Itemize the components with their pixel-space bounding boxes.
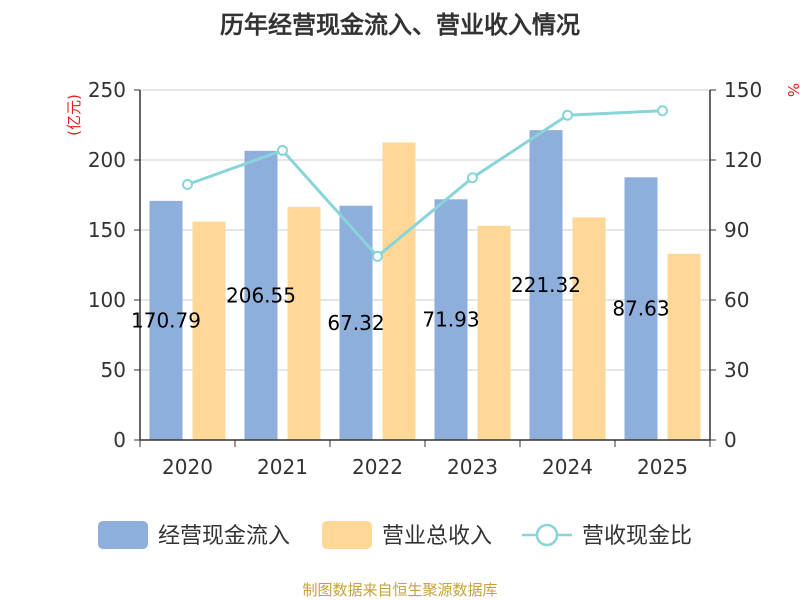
x-tick-label: 2025 [637, 455, 688, 479]
ratio-point [182, 179, 193, 190]
data-label-cash-inflow: 67.32 [327, 311, 384, 335]
left-tick-label: 50 [101, 358, 126, 382]
bar-revenue [192, 221, 226, 440]
data-label-cash-inflow: 87.63 [612, 297, 669, 321]
legend-label-revenue[interactable]: 营业总收入 [382, 524, 492, 549]
ratio-point [467, 172, 478, 184]
right-tick-label: 90 [724, 218, 749, 242]
x-tick-label: 2024 [542, 455, 593, 479]
left-tick-label: 150 [88, 218, 126, 242]
bar-revenue [572, 217, 606, 440]
legend-label-ratio[interactable]: 营收现金比 [582, 524, 692, 549]
grid [140, 89, 710, 371]
bar-revenue [382, 142, 416, 440]
right-tick-label: 150 [724, 78, 762, 102]
data-label-cash-inflow: 221.32 [511, 273, 581, 297]
ratio-line [182, 105, 668, 262]
data-labels: 170.79 206.55 67.32 71.93 221.32 87.63 [131, 273, 670, 335]
bar-revenue [287, 206, 321, 440]
ratio-point [562, 109, 573, 121]
legend-swatch-cash-inflow [98, 521, 148, 549]
right-axis-unit: % [784, 83, 800, 97]
bar-cash-inflow [149, 200, 183, 440]
x-tick-label: 2021 [257, 455, 308, 479]
right-tick-label: 120 [724, 148, 762, 172]
x-tick-label: 2023 [447, 455, 498, 479]
left-tick-label: 250 [88, 78, 126, 102]
left-tick-label: 100 [88, 288, 126, 312]
legend: 经营现金流入 营业总收入 营收现金比 [98, 521, 692, 549]
bars [149, 130, 701, 441]
x-tick-label: 2020 [162, 455, 213, 479]
ratio-point [657, 105, 668, 117]
bar-cash-inflow [624, 177, 658, 440]
legend-marker-ratio [535, 523, 559, 547]
bar-cash-inflow [434, 199, 468, 440]
right-tick-label: 60 [724, 288, 749, 312]
ratio-line-path [186, 109, 663, 259]
right-tick-label: 0 [724, 428, 737, 452]
bar-revenue [477, 225, 511, 440]
chart-title: 历年经营现金流入、营业收入情况 [220, 11, 580, 39]
legend-swatch-revenue [322, 521, 372, 549]
axes: 0 50 100 150 200 250 0 30 60 90 120 150 2020 2021 2022… [88, 78, 762, 479]
left-tick-label: 0 [113, 428, 126, 452]
data-label-cash-inflow: 71.93 [422, 308, 479, 332]
source-note: 制图数据来自恒生聚源数据库 [302, 581, 497, 599]
left-axis-unit: (亿元) [65, 94, 83, 136]
data-label-cash-inflow: 170.79 [131, 308, 201, 332]
left-tick-label: 200 [88, 148, 126, 172]
ratio-point [277, 144, 288, 156]
bar-cash-inflow [244, 150, 278, 440]
x-tick-label: 2022 [352, 455, 403, 479]
bar-cash-inflow [529, 130, 563, 441]
data-label-cash-inflow: 206.55 [226, 283, 296, 307]
legend-label-cash-inflow[interactable]: 经营现金流入 [158, 524, 290, 549]
bar-revenue [667, 253, 701, 440]
ratio-point [372, 250, 383, 262]
right-tick-label: 30 [724, 358, 749, 382]
